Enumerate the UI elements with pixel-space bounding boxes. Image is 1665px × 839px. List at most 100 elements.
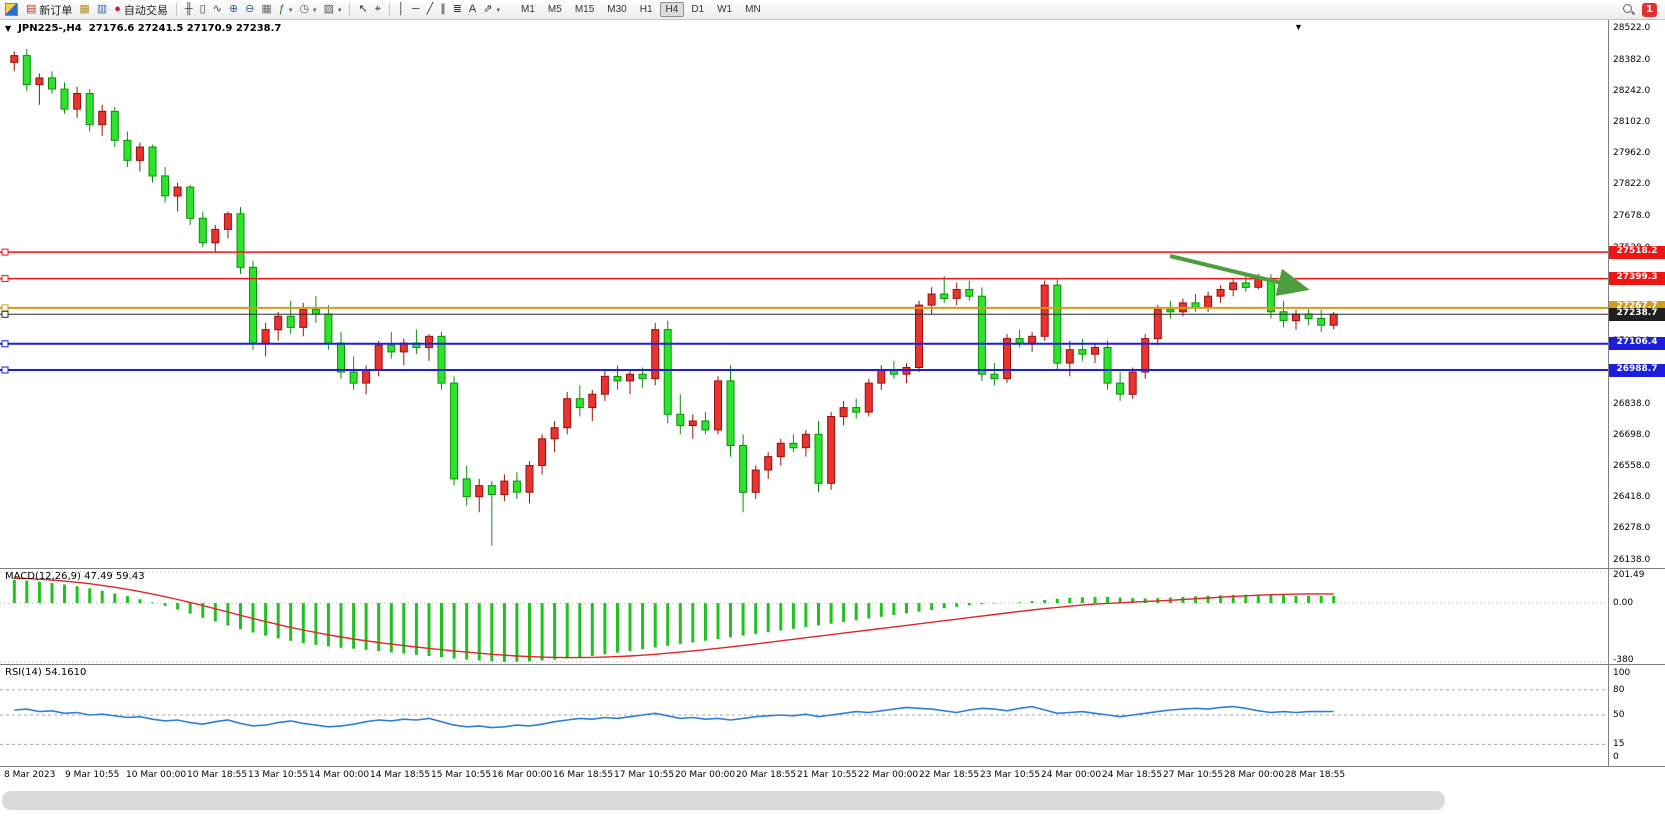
crosshair-icon[interactable]: ⌖ (372, 3, 384, 16)
tile-windows-icon-glyph: ▦ (261, 3, 272, 15)
dropdown-caret-icon: ▾ (496, 6, 500, 14)
line-handle[interactable] (1, 310, 9, 318)
line-handle[interactable] (1, 366, 9, 374)
time-axis-label: 16 Mar 00:00 (492, 770, 553, 780)
time-axis-label: 10 Mar 00:00 (126, 770, 187, 780)
vertical-line-icon[interactable]: │ (395, 3, 408, 16)
toolbar-separator (175, 3, 177, 16)
time-axis-label: 20 Mar 18:55 (736, 770, 797, 780)
indicators-icon[interactable]: ƒ ▾ (276, 3, 296, 16)
timeframe-m1-button[interactable]: M1 (521, 4, 535, 15)
timeframe-mn-button[interactable]: MN (745, 4, 761, 15)
price-axis-label: 28382.0 (1613, 54, 1651, 65)
search-icon[interactable] (1622, 3, 1635, 16)
autotrading-button-label: 自动交易 (123, 4, 168, 17)
timeframe-w1-button[interactable]: W1 (717, 4, 733, 15)
line-chart-icon[interactable]: ∿ (210, 3, 225, 16)
price-axis-label: 28102.0 (1613, 117, 1651, 128)
tile-windows-icon[interactable]: ▦ (258, 3, 274, 16)
rsi-axis: 100 80 50 15 0 (1608, 664, 1665, 766)
price-axis-label: 27822.0 (1613, 179, 1651, 190)
timeframe-clock-icon-glyph: ◷ (299, 3, 310, 15)
price-tag: 27106.4 (1609, 337, 1665, 351)
bar-chart-icon-glyph: ╫ (184, 3, 193, 15)
bar-chart-icon[interactable]: ╫ (182, 3, 196, 16)
collapse-icon[interactable]: ▼ (5, 24, 12, 33)
market-depth-icon[interactable]: ▥ (94, 3, 110, 16)
fibonacci-icon-glyph: ≣ (452, 3, 462, 15)
main-chart-panel[interactable]: ▼ JPN225-,H4 27176.6 27241.5 27170.9 272… (0, 20, 1608, 568)
zoom-out-icon-glyph: ⊖ (245, 3, 255, 15)
rsi-axis-label: 50 (1613, 710, 1625, 720)
timeframe-d1-button[interactable]: D1 (691, 4, 705, 15)
zoom-out-icon[interactable]: ⊖ (242, 3, 257, 16)
line-handle[interactable] (1, 340, 9, 348)
candlestick-chart (0, 49, 1608, 546)
price-tag: 26988.7 (1609, 363, 1665, 377)
symbol-name: JPN225-,H4 (18, 23, 82, 34)
autoscroll-marker-icon[interactable]: ▼ (1294, 22, 1303, 32)
channel-icon-glyph: ∥ (440, 3, 446, 15)
time-axis-label: 14 Mar 18:55 (370, 770, 431, 780)
new-order-button[interactable]: ▤ 新订单 (23, 1, 75, 19)
time-axis-label: 16 Mar 18:55 (553, 770, 614, 780)
arrows-icon[interactable]: ⇗ ▾ (480, 3, 503, 16)
app-icon (5, 3, 18, 16)
time-axis-label: 9 Mar 10:55 (65, 770, 120, 780)
cursor-icon[interactable]: ↖ (355, 3, 370, 16)
price-axis-label: 26558.0 (1613, 460, 1651, 471)
timeframe-m30-button[interactable]: M30 (607, 4, 627, 15)
time-axis-label: 22 Mar 00:00 (858, 770, 919, 780)
time-axis-label: 15 Mar 10:55 (431, 770, 492, 780)
time-axis-label: 28 Mar 18:55 (1285, 770, 1346, 780)
toolbar: ▤ 新订单 ▦ ▥ ● 自动交易 ╫ ▯ ∿ ⊕ ⊖ ▦ ƒ ▾ ◷ ▾ ▨ ▾ ↖ ⌖ │ ─ ╱ ∥ ≣ A ⇗ ▾ M1 M5 M1… (0, 0, 1665, 20)
timeframe-bar: M1 M5 M15 M30 H1 H4 D1 W1 MN (515, 2, 767, 17)
timeframe-m15-button[interactable]: M15 (574, 4, 595, 15)
rsi-panel[interactable]: RSI(14) 54.1610 (0, 664, 1608, 766)
rsi-chart (0, 689, 1608, 745)
toolbar-right: 1 (1622, 2, 1662, 17)
notification-badge[interactable]: 1 (1642, 2, 1657, 17)
chart-window-icon-glyph: ▦ (79, 3, 90, 15)
chart-window-icon[interactable]: ▦ (76, 3, 92, 16)
macd-chart (0, 571, 1608, 663)
horizontal-line-icon[interactable]: ─ (409, 3, 423, 16)
line-handle[interactable] (1, 248, 9, 256)
line-chart-icon-glyph: ∿ (212, 3, 222, 15)
timeframe-m5-button[interactable]: M5 (547, 4, 562, 15)
templates-icon[interactable]: ▨ ▾ (321, 3, 345, 16)
dropdown-caret-icon: ▾ (313, 6, 317, 14)
macd-panel[interactable]: MACD(12,26,9) 47.49 59.43 (0, 568, 1608, 664)
timeframe-clock-icon[interactable]: ◷ ▾ (296, 3, 319, 16)
line-handle[interactable] (1, 275, 9, 283)
trend-arrow-annotation[interactable] (1169, 254, 1310, 296)
text-label-icon-glyph: A (468, 3, 477, 15)
price-tag: 27518.2 (1609, 245, 1665, 259)
timeframe-h4-button[interactable]: H4 (659, 2, 685, 17)
zoom-in-icon[interactable]: ⊕ (226, 3, 241, 16)
arrows-icon-glyph: ⇗ (483, 3, 493, 15)
price-axis-label: 27962.0 (1613, 148, 1651, 159)
cursor-icon-glyph: ↖ (358, 3, 368, 15)
text-label-icon[interactable]: A (466, 3, 479, 16)
trendline-icon[interactable]: ╱ (424, 3, 437, 16)
fibonacci-icon[interactable]: ≣ (450, 3, 465, 16)
price-axis-label: 26418.0 (1613, 492, 1651, 503)
price-axis-label: 26138.0 (1613, 554, 1651, 565)
dropdown-caret-icon: ▾ (288, 6, 293, 14)
line-handle[interactable] (1, 304, 9, 312)
channel-icon[interactable]: ∥ (437, 3, 449, 16)
timeframe-h1-button[interactable]: H1 (639, 4, 653, 15)
time-axis-label: 23 Mar 10:55 (980, 770, 1041, 780)
toolbar-icon-strip: ▤ 新订单 ▦ ▥ ● 自动交易 ╫ ▯ ∿ ⊕ ⊖ ▦ ƒ ▾ ◷ ▾ ▨ ▾ ↖ ⌖ │ ─ ╱ ∥ ≣ A ⇗ ▾ (23, 1, 503, 19)
price-axis-label: 26278.0 (1613, 523, 1651, 534)
rsi-label: RSI(14) 54.1610 (5, 667, 87, 678)
hscroll-thumb[interactable] (2, 791, 1445, 810)
ohlc-readout: 27176.6 27241.5 27170.9 27238.7 (88, 23, 282, 34)
autotrading-button[interactable]: ● 自动交易 (111, 1, 171, 19)
time-axis-label: 24 Mar 00:00 (1041, 770, 1102, 780)
time-axis-label: 8 Mar 2023 (4, 770, 56, 780)
candlestick-chart-icon[interactable]: ▯ (197, 3, 209, 16)
time-axis-label: 17 Mar 10:55 (614, 770, 675, 780)
